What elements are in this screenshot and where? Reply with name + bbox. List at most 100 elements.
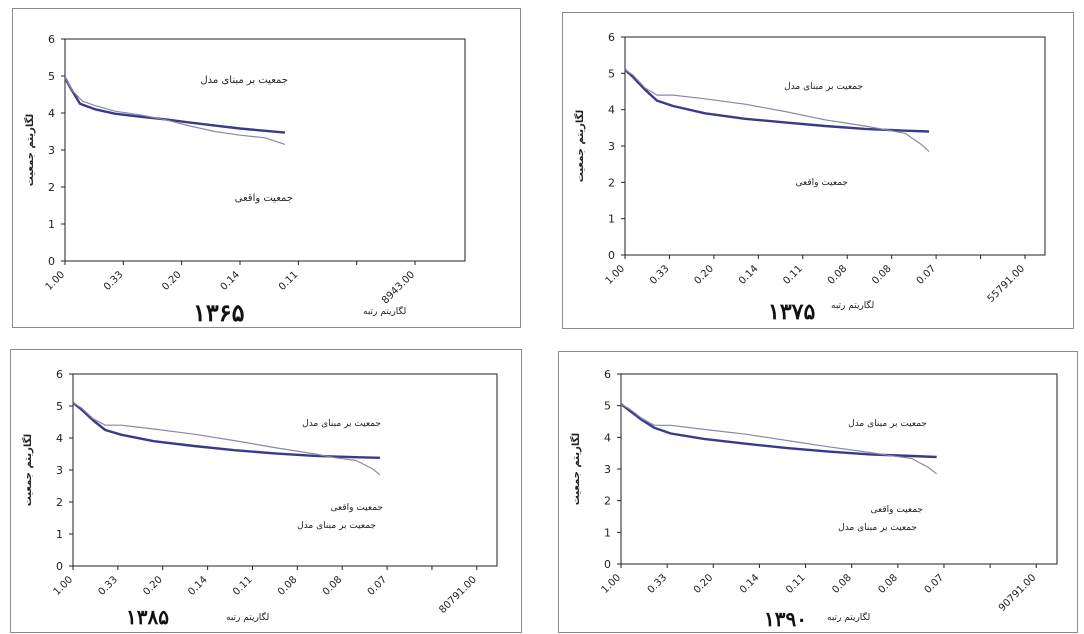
y-tick-label: 6 <box>56 368 63 381</box>
y-tick-label: 3 <box>604 463 611 476</box>
y-tick-label: 0 <box>604 558 611 571</box>
y-tick-label: 3 <box>56 464 63 477</box>
x-tick-label: 0.07 <box>923 572 947 596</box>
y-tick-label: 2 <box>604 495 611 508</box>
y-tick-label: 5 <box>604 400 611 413</box>
x-tick-label: 0.07 <box>366 574 390 598</box>
y-tick-label: 0 <box>56 560 63 573</box>
x-tick-label: 1.00 <box>44 269 68 293</box>
x-tick-label: 55791.00 <box>986 263 1028 305</box>
chart-panel-1365: 0 1 2 3 4 5 6 1.00 0.33 0.20 0.14 0.11 8943.00 جمعیت … <box>12 8 521 328</box>
actual-series-line <box>624 69 930 152</box>
x-tick-label: 0.33 <box>648 263 672 287</box>
plot-area <box>64 38 466 262</box>
model-series-line <box>624 68 930 133</box>
actual-series-line <box>64 77 286 145</box>
legend-label: جمعیت بر مبنای مدل <box>838 523 917 533</box>
x-tick-label: 1.00 <box>604 263 628 287</box>
legend-label: جمعیت واقعی <box>870 505 923 515</box>
x-tick-label: 0.11 <box>231 574 255 598</box>
model-series-line <box>72 401 380 459</box>
y-tick-label: 4 <box>608 104 615 117</box>
x-tick-label: 8943.00 <box>380 269 417 306</box>
legend-label: جمعیت واقعی <box>330 503 383 513</box>
y-tick-label: 2 <box>56 496 63 509</box>
y-tick-label: 5 <box>48 70 55 83</box>
x-tick-label: 90791.00 <box>997 572 1039 614</box>
y-tick-label: 4 <box>604 431 611 444</box>
y-tick-label: 1 <box>604 526 611 539</box>
legend-label: جمعیت بر مبنای مدل <box>302 419 381 429</box>
y-tick-label: 2 <box>48 181 55 194</box>
y-tick-label: 1 <box>608 213 615 226</box>
y-axis-label: لگاریتم جمعیت <box>573 110 586 182</box>
x-axis-label: لگاریتم رتبه <box>831 299 874 311</box>
x-tick-label: 1.00 <box>600 572 624 596</box>
year-label: ۱۳۷۵ <box>768 299 815 325</box>
x-tick-label: 0.11 <box>781 263 805 287</box>
x-tick-label: 0.08 <box>276 574 300 598</box>
y-tick-label: 0 <box>48 255 55 268</box>
y-tick-label: 3 <box>48 144 55 157</box>
y-tick-label: 4 <box>56 432 63 445</box>
x-tick-label: 0.08 <box>826 263 850 287</box>
legend-label: جمعیت بر مبنای مدل <box>297 521 376 531</box>
chart-panel-1390: 0 1 2 3 4 5 6 1.00 0.33 0.20 0.14 0.11 0.08 0.08 0.07 9… <box>558 351 1078 633</box>
x-tick-label: 0.20 <box>692 263 716 287</box>
x-tick-label: 0.33 <box>96 574 120 598</box>
year-label: ۱۳۸۵ <box>126 605 169 629</box>
model-series-line <box>63 77 286 134</box>
y-tick-label: 6 <box>48 33 55 46</box>
y-axis-label: لگاریتم جمعیت <box>21 434 34 506</box>
x-tick-label: 0.08 <box>876 572 900 596</box>
year-label: ۱۳۹۰ <box>764 607 807 631</box>
x-tick-label: 0.08 <box>830 572 854 596</box>
plot-area <box>72 373 498 567</box>
x-tick-label: 0.33 <box>646 572 670 596</box>
x-tick-label: 0.20 <box>160 269 184 293</box>
x-tick-label: 0.07 <box>915 263 939 287</box>
legend-label: جمعیت واقعی <box>795 178 848 188</box>
x-axis-label: لگاریتم رتبه <box>226 611 269 623</box>
x-tick-label: 0.11 <box>277 269 301 293</box>
x-tick-label: 0.20 <box>141 574 165 598</box>
y-axis-label: لگاریتم جمعیت <box>569 433 582 505</box>
x-tick-label: 0.14 <box>738 572 762 596</box>
y-axis-label: لگاریتم جمعیت <box>23 114 36 186</box>
y-tick-label: 5 <box>608 67 615 80</box>
y-tick-label: 5 <box>56 400 63 413</box>
chart-svg: 0 1 2 3 4 5 6 1.00 0.33 0.20 0.14 0.11 0.08 0.08 0.07 9… <box>569 368 1058 631</box>
x-tick-label: 0.08 <box>321 574 345 598</box>
y-tick-label: 1 <box>56 528 63 541</box>
x-axis-label: لگاریتم رتبه <box>363 305 406 317</box>
legend-label: جمعیت بر مبنای مدل <box>784 82 863 92</box>
legend-label: جمعیت واقعی <box>235 193 293 204</box>
chart-panel-1385: 0 1 2 3 4 5 6 1.00 0.33 0.20 0.14 0.11 0.08 0.08 0.07 8… <box>10 349 522 633</box>
x-tick-label: 0.08 <box>870 263 894 287</box>
y-tick-label: 1 <box>48 218 55 231</box>
x-tick-label: 0.20 <box>692 572 716 596</box>
legend-label: جمعیت بر مبنای مدل <box>848 419 927 429</box>
plot-area <box>620 373 1058 565</box>
legend-label: جمعیت بر مبنای مدل <box>200 75 288 86</box>
x-tick-label: 0.14 <box>737 263 761 287</box>
y-tick-label: 6 <box>604 368 611 381</box>
chart-svg: 0 1 2 3 4 5 6 1.00 0.33 0.20 0.14 0.11 8943.00 جمعیت … <box>23 33 466 327</box>
actual-series-line <box>620 403 937 475</box>
x-tick-label: 0.33 <box>102 269 126 293</box>
plot-area <box>624 36 1046 256</box>
y-tick-label: 6 <box>608 31 615 44</box>
x-axis-label: لگاریتم رتبه <box>827 611 870 623</box>
x-tick-label: 0.11 <box>784 572 808 596</box>
model-series-line <box>620 403 937 459</box>
y-tick-label: 0 <box>608 249 615 262</box>
y-tick-label: 4 <box>48 107 55 120</box>
chart-svg: 0 1 2 3 4 5 6 1.00 0.33 0.20 0.14 0.11 0.08 0.08 0.07 5… <box>573 31 1046 325</box>
chart-svg: 0 1 2 3 4 5 6 1.00 0.33 0.20 0.14 0.11 0.08 0.08 0.07 8… <box>21 368 498 629</box>
y-tick-label: 2 <box>608 176 615 189</box>
year-label: ۱۳۶۵ <box>193 298 245 327</box>
y-tick-label: 3 <box>608 140 615 153</box>
x-tick-label: 1.00 <box>52 574 76 598</box>
x-tick-label: 0.14 <box>219 269 243 293</box>
chart-panel-1375: 0 1 2 3 4 5 6 1.00 0.33 0.20 0.14 0.11 0.08 0.08 0.07 5… <box>562 12 1074 329</box>
